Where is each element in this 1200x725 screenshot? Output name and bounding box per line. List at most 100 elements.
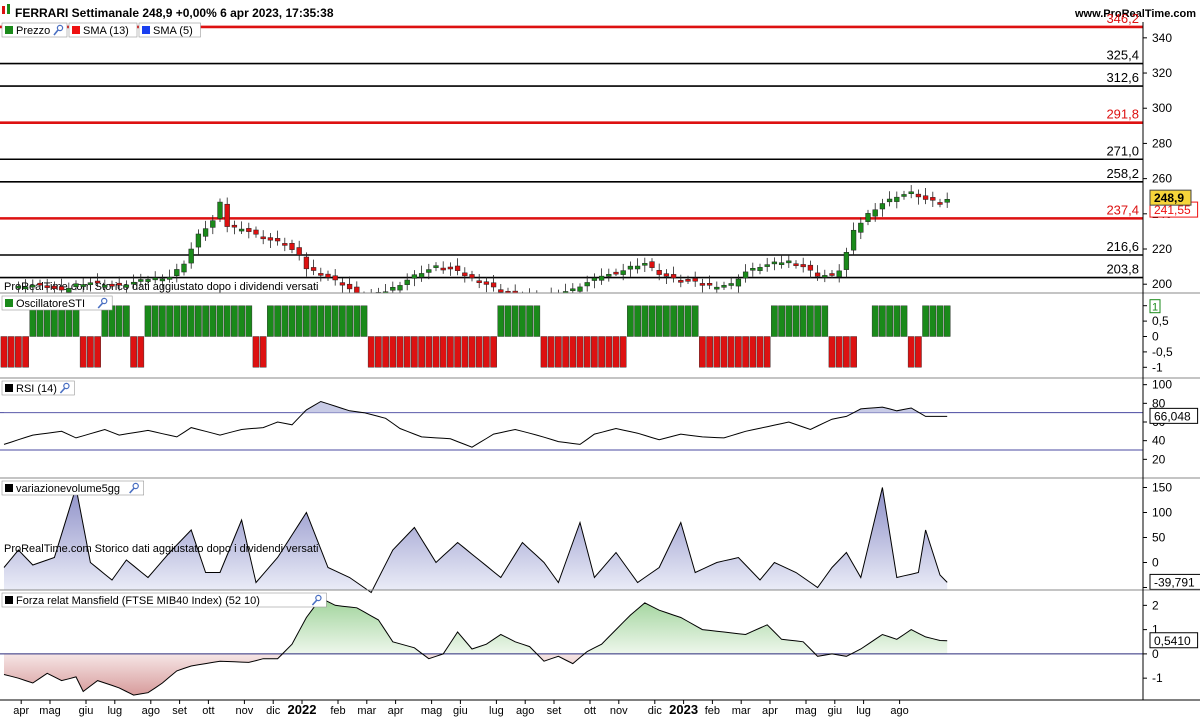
sti-bar-up xyxy=(281,305,289,337)
sti-bar-up xyxy=(245,305,253,337)
candle-body xyxy=(433,265,439,268)
sti-bar-down xyxy=(7,336,15,368)
candle-body xyxy=(346,283,353,290)
legend-item-sma5[interactable]: SMA (5) xyxy=(138,22,201,38)
candle-body xyxy=(318,273,324,276)
sti-bar-down xyxy=(461,336,469,368)
sti-bar-down xyxy=(735,336,742,368)
candle-body xyxy=(692,278,698,282)
candle-body xyxy=(901,194,907,197)
candle-body xyxy=(512,290,518,293)
candle-body xyxy=(778,262,785,265)
candle-body xyxy=(613,271,619,275)
chart-header: FERRARI Settimanale 248,9 +0,00% 6 apr 2… xyxy=(2,4,1196,20)
sti-bar-up xyxy=(231,305,238,337)
header-candle-icon-green xyxy=(7,4,10,14)
candle-body xyxy=(454,265,461,271)
sti-legend-box xyxy=(1,295,113,311)
sti-bar-down xyxy=(137,336,145,368)
candle-body xyxy=(577,286,583,292)
time-axis: apr mag giu lug ago set ott nov dic 2022 feb mar apr… xyxy=(0,699,1200,717)
candle-body xyxy=(440,267,446,271)
time-label: ott xyxy=(584,705,596,717)
sti-bar-up xyxy=(36,305,44,337)
volume-last-badge: -39,791 xyxy=(1149,573,1200,590)
sti-bar-down xyxy=(598,336,605,368)
time-label: mar xyxy=(732,705,751,717)
candle-body xyxy=(426,269,432,273)
candle-icon xyxy=(5,26,13,34)
mansfield-legend-label: Forza relat Mansfield (FTSE MIB40 Index)… xyxy=(16,595,260,607)
last-price-badge-text: 248,9 xyxy=(1154,191,1184,205)
sti-bar-up xyxy=(900,305,908,337)
sti-bar-up xyxy=(526,305,533,337)
rsi-tick-label: 80 xyxy=(1152,396,1166,410)
site-label[interactable]: www.ProRealTime.com xyxy=(1074,8,1196,20)
mansfield-negative-fill xyxy=(4,653,948,696)
sti-bar-up xyxy=(821,305,829,337)
sti-bar-down xyxy=(843,336,850,368)
candle-body xyxy=(865,213,871,222)
time-label: dic xyxy=(266,705,281,717)
sti-bar-up xyxy=(303,305,310,337)
candle-body xyxy=(598,275,605,281)
candle-body xyxy=(152,277,158,281)
volume-fill xyxy=(4,487,948,593)
sti-last-value: 1 xyxy=(1152,302,1158,314)
sti-bar-up xyxy=(785,305,793,337)
candle-body xyxy=(922,195,929,200)
price-tick-label: 260 xyxy=(1152,172,1172,186)
volume-last-badge-box xyxy=(1149,573,1200,590)
wrench-icon xyxy=(129,482,139,494)
legend-item-sma13[interactable]: SMA (13) xyxy=(68,22,138,38)
sti-bar-up xyxy=(51,305,58,337)
candle-body xyxy=(771,261,778,265)
sti-bar-up xyxy=(223,305,231,337)
wrench-icon-handle xyxy=(53,29,59,36)
mansfield-line xyxy=(3,597,948,696)
candle-body xyxy=(490,282,497,288)
wrench-icon-handle xyxy=(311,599,318,606)
sti-legend[interactable]: OscillatoreSTI xyxy=(1,295,113,311)
time-label: set xyxy=(547,705,562,717)
mansfield-legend[interactable]: Forza relat Mansfield (FTSE MIB40 Index)… xyxy=(1,592,327,608)
rsi-legend-box xyxy=(1,380,75,396)
candle-body xyxy=(217,201,223,219)
candle-body xyxy=(296,247,302,256)
volume-panel: 150 100 50 0 ProRealTime.com Storico dati ag… xyxy=(3,481,1172,594)
level-label: 312,6 xyxy=(1106,70,1139,85)
sti-bar-down xyxy=(706,336,713,368)
sti-bar-up xyxy=(331,305,339,337)
sti-bar-down xyxy=(850,336,857,368)
sti-legend-label: OscillatoreSTI xyxy=(16,298,85,310)
candle-body xyxy=(742,271,749,279)
price-tick-label: 300 xyxy=(1152,101,1172,115)
time-label: ago xyxy=(890,705,908,717)
legend-box xyxy=(1,22,68,38)
sti-bar-up xyxy=(771,305,778,337)
candle-body xyxy=(721,285,727,288)
volume-legend[interactable]: variazionevolume5gg xyxy=(1,480,144,496)
wrench-icon xyxy=(311,594,322,606)
level-label: 271,0 xyxy=(1106,143,1139,158)
time-label: 2022 xyxy=(288,702,317,717)
sti-bar-down xyxy=(252,336,260,368)
legend-swatch xyxy=(72,26,80,34)
sti-bar-up xyxy=(691,305,699,337)
sti-bar-up xyxy=(144,305,152,337)
wrench-icon xyxy=(97,297,108,309)
sti-bar-down xyxy=(915,336,922,368)
rsi-legend[interactable]: RSI (14) xyxy=(1,380,75,396)
sti-bar-down xyxy=(749,336,757,368)
candle-body xyxy=(397,285,403,291)
rsi-tick-label: 100 xyxy=(1152,378,1172,392)
volume-watermark: ProRealTime.com Storico dati aggiustato … xyxy=(4,543,318,555)
candle-body xyxy=(15,285,22,289)
legend-item-price[interactable]: Prezzo xyxy=(1,22,68,38)
candle-body xyxy=(858,222,864,233)
candle-body xyxy=(584,282,590,287)
candle-body xyxy=(246,228,252,232)
sti-bar-down xyxy=(22,336,29,368)
candle-body xyxy=(814,272,821,277)
